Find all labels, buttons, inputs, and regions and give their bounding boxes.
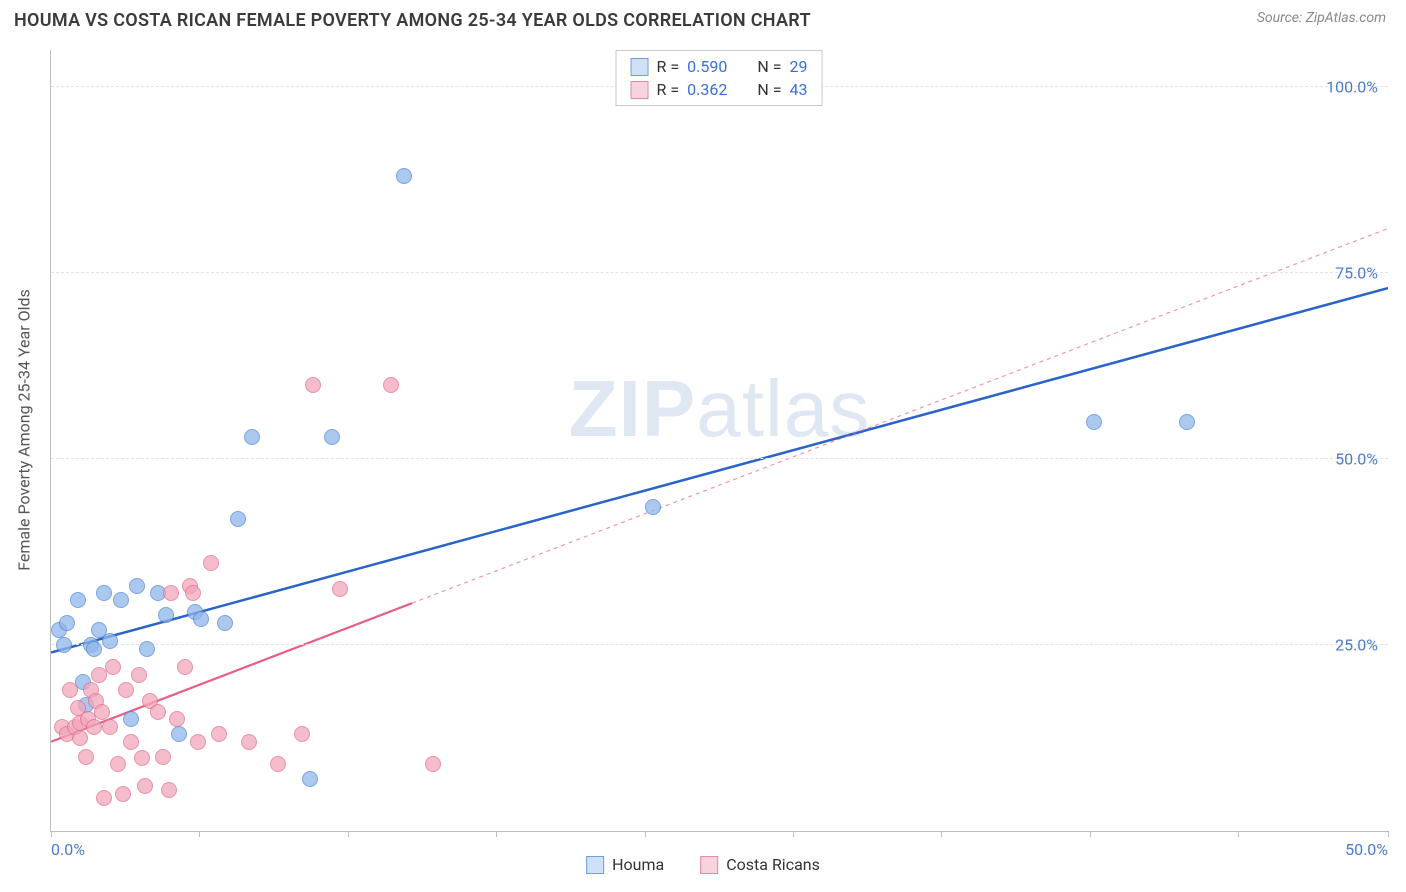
series-legend-item: Houma [586,855,664,874]
data-point [115,786,131,802]
data-point [56,637,72,653]
data-point [396,168,412,184]
x-tick-label: 50.0% [1345,840,1388,859]
y-tick-label: 100.0% [1326,78,1378,97]
data-point [270,756,286,772]
data-point [129,578,145,594]
data-point [203,555,219,571]
source-attribution: Source: ZipAtlas.com [1257,10,1386,26]
data-point [302,771,318,787]
legend-swatch [700,856,718,874]
x-tick [645,831,646,837]
data-point [332,581,348,597]
watermark: ZIPatlas [569,363,870,455]
x-tick [348,831,349,837]
series-legend-label: Houma [612,855,664,874]
data-point [123,711,139,727]
data-point [86,719,102,735]
gridline [51,644,1388,645]
legend-r-value: 0.590 [687,57,727,76]
data-point [72,730,88,746]
legend-n-label: N = [757,57,781,76]
x-tick [1238,831,1239,837]
data-point [163,585,179,601]
data-point [78,749,94,765]
legend-row: R = 0.590 N = 29 [631,55,808,78]
data-point [294,726,310,742]
data-point [102,633,118,649]
data-point [123,734,139,750]
data-point [155,749,171,765]
data-point [185,585,201,601]
data-point [383,377,399,393]
data-point [86,641,102,657]
x-tick [793,831,794,837]
gridline [51,458,1388,459]
data-point [96,585,112,601]
data-point [59,615,75,631]
y-tick-label: 25.0% [1335,636,1378,655]
data-point [305,377,321,393]
chart-plot-area: ZIPatlas 25.0%50.0%75.0%100.0%0.0%50.0% … [50,50,1388,832]
data-point [169,711,185,727]
data-point [94,704,110,720]
data-point [96,790,112,806]
series-legend-item: Costa Ricans [700,855,820,874]
data-point [150,704,166,720]
data-point [161,782,177,798]
data-point [193,611,209,627]
data-point [158,607,174,623]
data-point [190,734,206,750]
data-point [425,756,441,772]
legend-swatch [586,856,604,874]
data-point [211,726,227,742]
data-point [1086,414,1102,430]
y-tick-label: 75.0% [1335,264,1378,283]
data-point [241,734,257,750]
chart-title: HOUMA VS COSTA RICAN FEMALE POVERTY AMON… [14,10,811,31]
data-point [324,429,340,445]
data-point [139,641,155,657]
legend-row: R = 0.362 N = 43 [631,78,808,101]
legend-swatch [631,81,649,99]
data-point [230,511,246,527]
legend-n-value: 43 [789,80,807,99]
x-tick [1388,831,1389,837]
data-point [102,719,118,735]
data-point [1179,414,1195,430]
x-tick [496,831,497,837]
data-point [118,682,134,698]
data-point [645,499,661,515]
data-point [137,778,153,794]
x-tick-label: 0.0% [51,840,85,859]
data-point [113,592,129,608]
data-point [131,667,147,683]
y-axis-title: Female Poverty Among 25-34 Year Olds [15,289,34,571]
legend-r-value: 0.362 [687,80,727,99]
y-tick-label: 50.0% [1335,450,1378,469]
gridline [51,272,1388,273]
data-point [62,682,78,698]
legend-swatch [631,58,649,76]
x-tick [199,831,200,837]
data-point [244,429,260,445]
data-point [110,756,126,772]
correlation-legend: R = 0.590 N = 29 R = 0.362 N = 43 [616,50,823,106]
x-tick [1090,831,1091,837]
data-point [171,726,187,742]
data-point [105,659,121,675]
data-point [217,615,233,631]
data-point [70,592,86,608]
legend-r-label: R = [657,80,680,99]
series-legend: Houma Costa Ricans [586,855,820,874]
x-tick [51,831,52,837]
data-point [134,750,150,766]
legend-n-value: 29 [789,57,807,76]
legend-r-label: R = [657,57,680,76]
series-legend-label: Costa Ricans [726,855,820,874]
x-tick [941,831,942,837]
data-point [177,659,193,675]
legend-n-label: N = [757,80,781,99]
